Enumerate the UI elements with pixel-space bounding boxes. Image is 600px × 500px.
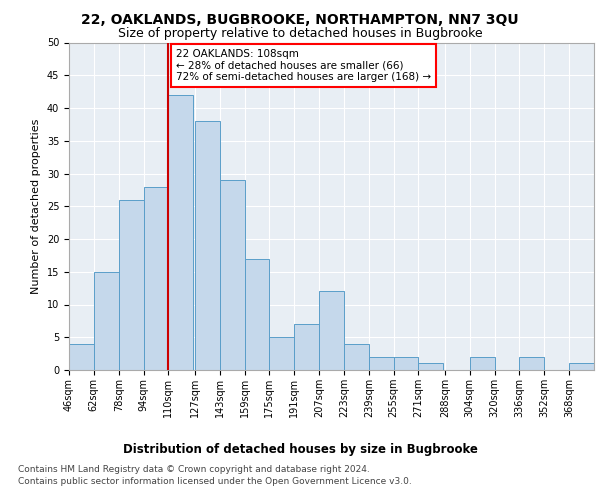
Text: Contains HM Land Registry data © Crown copyright and database right 2024.: Contains HM Land Registry data © Crown c… <box>18 465 370 474</box>
Bar <box>418 364 443 370</box>
Text: Distribution of detached houses by size in Bugbrooke: Distribution of detached houses by size … <box>122 442 478 456</box>
Bar <box>269 337 294 370</box>
Bar <box>394 357 418 370</box>
Text: 22 OAKLANDS: 108sqm
← 28% of detached houses are smaller (66)
72% of semi-detach: 22 OAKLANDS: 108sqm ← 28% of detached ho… <box>176 49 431 82</box>
Bar <box>520 357 544 370</box>
Bar <box>94 272 119 370</box>
Y-axis label: Number of detached properties: Number of detached properties <box>31 118 41 294</box>
Bar <box>245 258 269 370</box>
Bar <box>195 121 220 370</box>
Text: Contains public sector information licensed under the Open Government Licence v3: Contains public sector information licen… <box>18 478 412 486</box>
Bar <box>319 292 344 370</box>
Text: 22, OAKLANDS, BUGBROOKE, NORTHAMPTON, NN7 3QU: 22, OAKLANDS, BUGBROOKE, NORTHAMPTON, NN… <box>81 12 519 26</box>
Bar <box>169 95 193 370</box>
Bar <box>119 200 143 370</box>
Bar <box>344 344 369 370</box>
Bar <box>470 357 494 370</box>
Bar <box>220 180 245 370</box>
Bar <box>69 344 94 370</box>
Bar <box>143 186 169 370</box>
Bar <box>294 324 319 370</box>
Text: Size of property relative to detached houses in Bugbrooke: Size of property relative to detached ho… <box>118 28 482 40</box>
Bar <box>569 364 594 370</box>
Bar <box>369 357 394 370</box>
